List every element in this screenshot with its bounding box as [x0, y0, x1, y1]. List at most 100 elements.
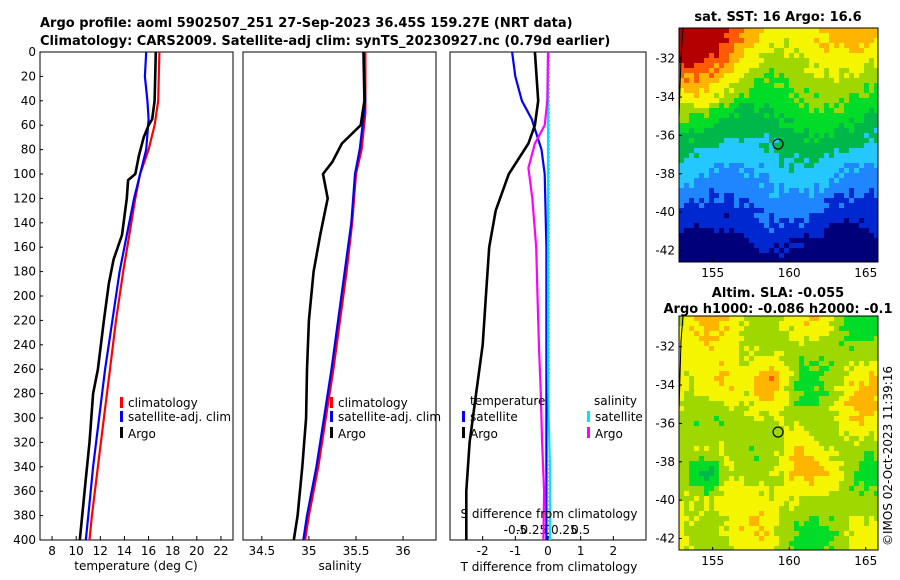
map-cell — [714, 436, 720, 442]
map-cell — [799, 446, 805, 452]
map-cell — [814, 108, 820, 114]
map-cell — [874, 376, 878, 382]
map-cell — [779, 341, 785, 347]
map-cell — [709, 103, 715, 109]
map-cell — [864, 203, 870, 209]
map-cell — [809, 321, 815, 327]
map-cell — [784, 546, 790, 550]
map-cell — [799, 481, 805, 487]
map-cell — [739, 48, 745, 54]
map-cell — [874, 103, 878, 109]
map-cell — [809, 331, 815, 337]
map-cell — [724, 416, 730, 422]
map-cell — [759, 183, 765, 189]
map-cell — [699, 48, 705, 54]
map-cell — [719, 531, 725, 537]
map-cell — [744, 98, 750, 104]
map-cell — [749, 98, 755, 104]
map-cell — [839, 396, 845, 402]
map-cell — [859, 346, 865, 352]
map-cell — [749, 531, 755, 537]
map-cell — [769, 248, 775, 254]
depth-tick-label: 180 — [13, 265, 36, 279]
map-cell — [704, 411, 710, 417]
map-cell — [784, 396, 790, 402]
map-cell — [799, 198, 805, 204]
map-cell — [849, 28, 855, 34]
map-cell — [754, 456, 760, 462]
map-cell — [829, 108, 835, 114]
map-cell — [709, 456, 715, 462]
map-cell — [774, 43, 780, 49]
map-cell — [824, 336, 830, 342]
map-cell — [684, 43, 690, 49]
map-cell — [809, 511, 815, 517]
map-cell — [724, 223, 730, 229]
map-cell — [859, 228, 865, 234]
map-cell — [724, 98, 730, 104]
map-cell — [874, 491, 878, 497]
map-cell — [749, 58, 755, 64]
map-cell — [844, 516, 850, 522]
map-cell — [854, 516, 860, 522]
map-cell — [689, 98, 695, 104]
map-cell — [769, 441, 775, 447]
map-cell — [704, 193, 710, 199]
map-cell — [744, 128, 750, 134]
map-cell — [789, 183, 795, 189]
map-cell — [754, 93, 760, 99]
map-cell — [789, 128, 795, 134]
map-cell — [684, 436, 690, 442]
map-cell — [739, 431, 745, 437]
map-cell — [724, 461, 730, 467]
map-cell — [839, 58, 845, 64]
map-cell — [754, 496, 760, 502]
map-cell — [779, 451, 785, 457]
map-cell — [844, 471, 850, 477]
map-cell — [859, 188, 865, 194]
map-cell — [689, 63, 695, 69]
map-cell — [739, 153, 745, 159]
map-cell — [684, 386, 690, 392]
map-cell — [764, 476, 770, 482]
map-cell — [799, 238, 805, 244]
map-cell — [699, 203, 705, 209]
map-cell — [764, 33, 770, 39]
map-cell — [809, 118, 815, 124]
map-cell — [729, 511, 735, 517]
map-cell — [824, 321, 830, 327]
map-cell — [874, 486, 878, 492]
map-cell — [839, 366, 845, 372]
map-cell — [829, 351, 835, 357]
map-cell — [844, 376, 850, 382]
map-cell — [784, 346, 790, 352]
map-cell — [704, 128, 710, 134]
map-cell — [859, 366, 865, 372]
map-cell — [849, 63, 855, 69]
map-cell — [829, 228, 835, 234]
map-cell — [854, 521, 860, 527]
map-cell — [809, 33, 815, 39]
map-cell — [764, 68, 770, 74]
map-cell — [814, 421, 820, 427]
map-cell — [864, 411, 870, 417]
map-cell — [724, 158, 730, 164]
map-cell — [864, 163, 870, 169]
map-cell — [859, 396, 865, 402]
map-cell — [759, 321, 765, 327]
map-cell — [694, 446, 700, 452]
map-cell — [844, 476, 850, 482]
map-cell — [704, 506, 710, 512]
map-cell — [834, 93, 840, 99]
map-cell — [749, 406, 755, 412]
map-cell — [774, 258, 780, 262]
map-cell — [839, 248, 845, 254]
map-cell — [714, 258, 720, 262]
map-cell — [709, 406, 715, 412]
map-cell — [684, 253, 690, 259]
map-cell — [679, 58, 685, 64]
map-cell — [779, 53, 785, 59]
map-cell — [744, 376, 750, 382]
map-cell — [819, 68, 825, 74]
map-cell — [739, 163, 745, 169]
